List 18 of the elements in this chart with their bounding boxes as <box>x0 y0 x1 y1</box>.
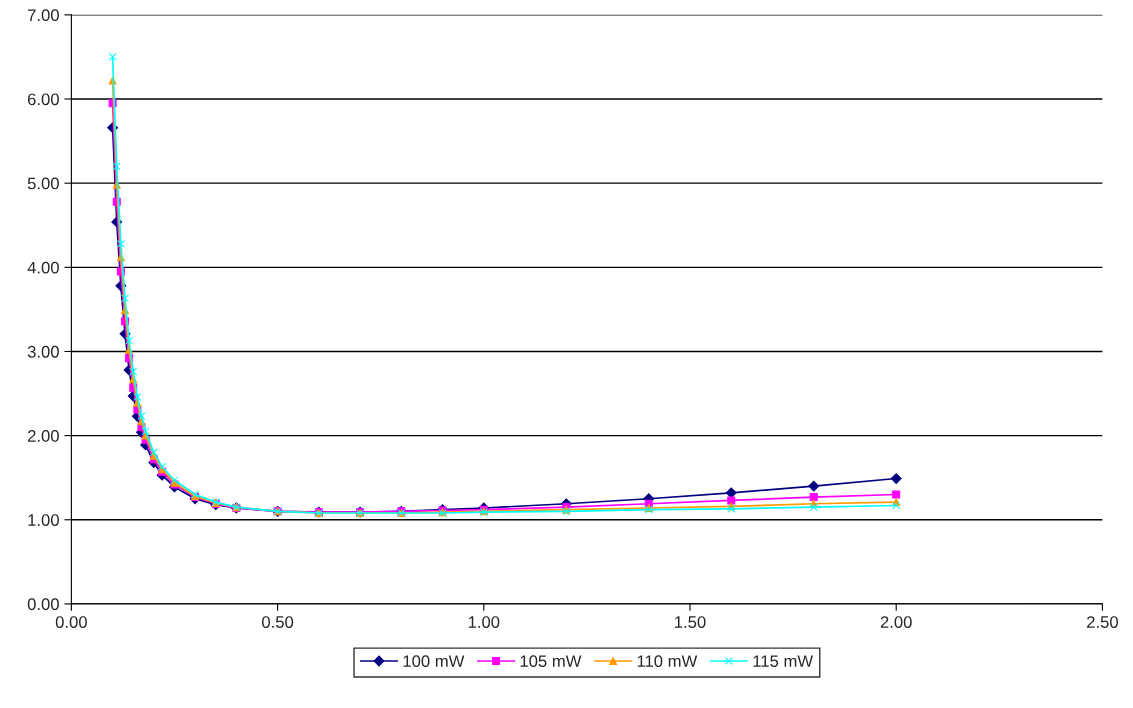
y-tick-label: 0.00 <box>27 598 59 611</box>
legend-label: 105 mW <box>520 655 582 668</box>
x-tick-label: 1.50 <box>675 616 706 628</box>
legend-label: 115 mW <box>753 655 814 668</box>
y-tick-label: 4.00 <box>27 261 59 274</box>
x-tick-label: 0.50 <box>262 616 294 628</box>
y-tick-label: 5.00 <box>27 177 59 190</box>
y-tick-label: 2.00 <box>27 430 59 442</box>
y-tick-label: 7.00 <box>27 9 59 22</box>
x-tick-label: 2.00 <box>880 616 912 628</box>
y-tick-label: 6.00 <box>27 93 59 106</box>
y-tick-label: 1.00 <box>28 514 59 526</box>
y-tick-label: 3.00 <box>27 345 59 358</box>
x-tick-label: 2.50 <box>1087 616 1118 628</box>
x-tick-label: 0.00 <box>55 616 87 628</box>
x-tick-label: 1.00 <box>468 616 500 628</box>
legend-label: 100 mW <box>403 655 465 668</box>
legend-label: 110 mW <box>637 655 698 668</box>
